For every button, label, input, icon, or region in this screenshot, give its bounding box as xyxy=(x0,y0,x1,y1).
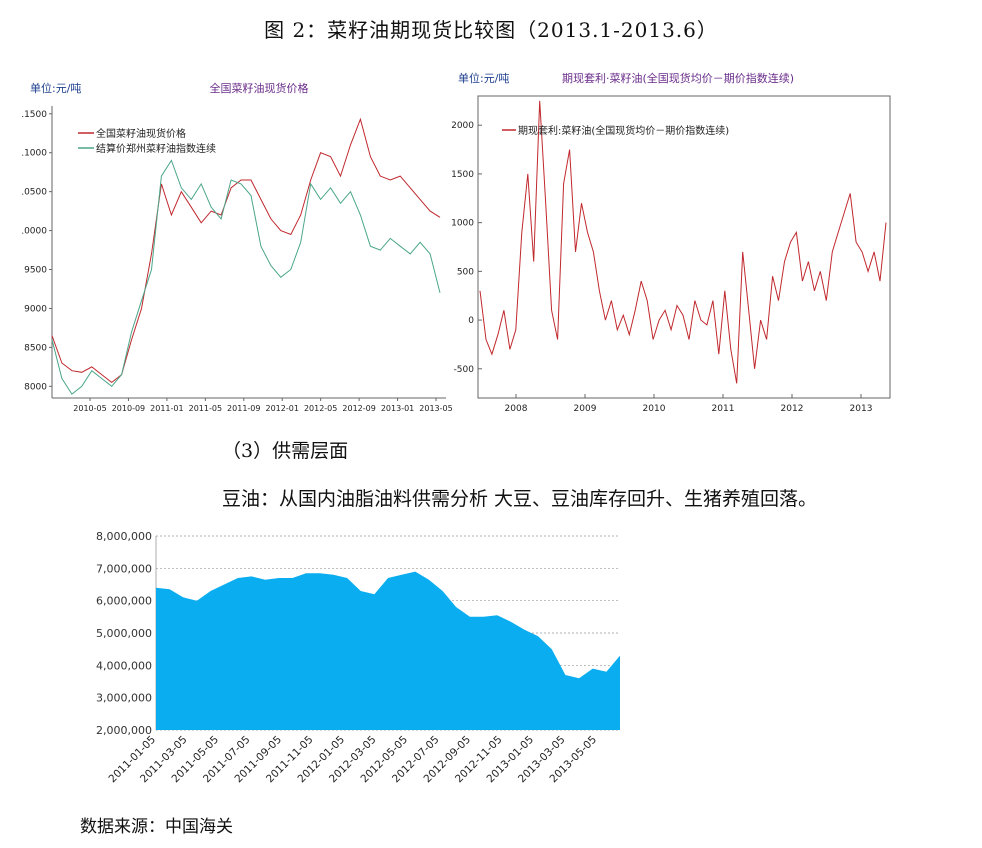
chart3-ytick-label: 5,000,000 xyxy=(96,627,152,640)
chart2-ytick-label: 1000 xyxy=(452,219,474,229)
chart1-legend-spot: 全国菜籽油现货价格 xyxy=(96,127,186,140)
chart2-ytick-label: 0 xyxy=(468,316,474,326)
chart1-series-spot-line xyxy=(51,117,441,384)
chart2-ytick-label: -500 xyxy=(454,365,475,375)
data-source: 数据来源：中国海关 xyxy=(80,817,233,837)
chart1-xtick-label: 2011-05 xyxy=(189,404,222,413)
chart3-ytick-label: 8,000,000 xyxy=(96,530,152,543)
chart1-ytick-label: 10500 xyxy=(22,188,47,198)
chart1-xtick-label: 2010-09 xyxy=(112,404,145,413)
chart1-xtick-label: 2012-05 xyxy=(304,404,337,413)
chart2-legend-basis: 期现套利:菜籽油(全国现货均价－期价指数连续) xyxy=(518,124,729,137)
chart1-xtick-label: 2011-01 xyxy=(150,404,183,413)
chart2-ytick-label: 500 xyxy=(457,267,474,277)
chart2-xtick-label: 2013 xyxy=(850,404,873,414)
section-title: （3）供需层面 xyxy=(222,440,349,462)
chart2-title: 期现套利·菜籽油(全国现货均价－期价指数连续) xyxy=(562,71,794,85)
chart1-ytick-label: 11500 xyxy=(22,110,47,120)
chart-rapeseed-spot-price: 单位:元/吨 全国菜籽油现货价格 8000 8500 9000 9500 10000 10… xyxy=(22,81,452,413)
chart1-series-futures-line xyxy=(51,159,441,395)
chart1-ytick-label: 10000 xyxy=(22,227,47,237)
chart2-xtick-label: 2008 xyxy=(505,404,528,414)
chart2-plot-frame xyxy=(477,95,891,399)
chart1-xtick-label: 2011-09 xyxy=(227,404,260,413)
chart-soyoil-inventory: 2,000,000 3,000,000 4,000,000 5,000,000 6,00… xyxy=(96,530,620,785)
chart1-ytick-label: 8500 xyxy=(24,343,47,353)
chart-rapeseed-basis: 单位:元/吨 期现套利·菜籽油(全国现货均价－期价指数连续) -500 0 500 1… xyxy=(452,71,891,414)
chart1-xtick-label: 2012-09 xyxy=(342,404,375,413)
figure-title: 图 2：菜籽油期现货比较图（2013.1-2013.6） xyxy=(264,18,718,42)
chart2-xtick-label: 2010 xyxy=(643,404,666,414)
chart2-xtick-label: 2009 xyxy=(574,404,597,414)
chart1-xtick-label: 2013-05 xyxy=(419,404,452,413)
chart2-xtick-label: 2012 xyxy=(781,404,804,414)
chart1-legend-futures: 结算价郑州菜籽油指数连续 xyxy=(96,142,216,155)
body-text: 豆油：从国内油脂油料供需分析 大豆、豆油库存回升、生猪养殖回落。 xyxy=(222,488,818,510)
chart3-ytick-label: 2,000,000 xyxy=(96,724,152,737)
chart3-ytick-label: 7,000,000 xyxy=(96,562,152,575)
chart2-ytick-label: 1500 xyxy=(452,170,474,180)
chart3-ytick-label: 4,000,000 xyxy=(96,659,152,672)
chart1-title: 全国菜籽油现货价格 xyxy=(210,81,309,95)
chart2-series-basis-line xyxy=(479,100,887,384)
chart2-ytick-label: 2000 xyxy=(452,121,474,131)
chart3-ytick-label: 3,000,000 xyxy=(96,692,152,705)
chart1-ytick-label: 11000 xyxy=(22,149,47,159)
chart2-unit-label: 单位:元/吨 xyxy=(458,71,509,85)
chart1-unit-label: 单位:元/吨 xyxy=(30,81,81,95)
chart2-xtick-label: 2011 xyxy=(712,404,735,414)
chart1-ytick-label: 9000 xyxy=(24,304,47,314)
chart3-inventory-area xyxy=(156,571,620,730)
chart1-ytick-label: 9500 xyxy=(24,266,47,276)
chart1-ytick-label: 8000 xyxy=(24,382,47,392)
chart1-xtick-label: 2010-05 xyxy=(73,404,106,413)
chart3-ytick-label: 6,000,000 xyxy=(96,595,152,608)
chart1-xtick-label: 2013-01 xyxy=(381,404,414,413)
chart1-xtick-label: 2012-01 xyxy=(266,404,299,413)
